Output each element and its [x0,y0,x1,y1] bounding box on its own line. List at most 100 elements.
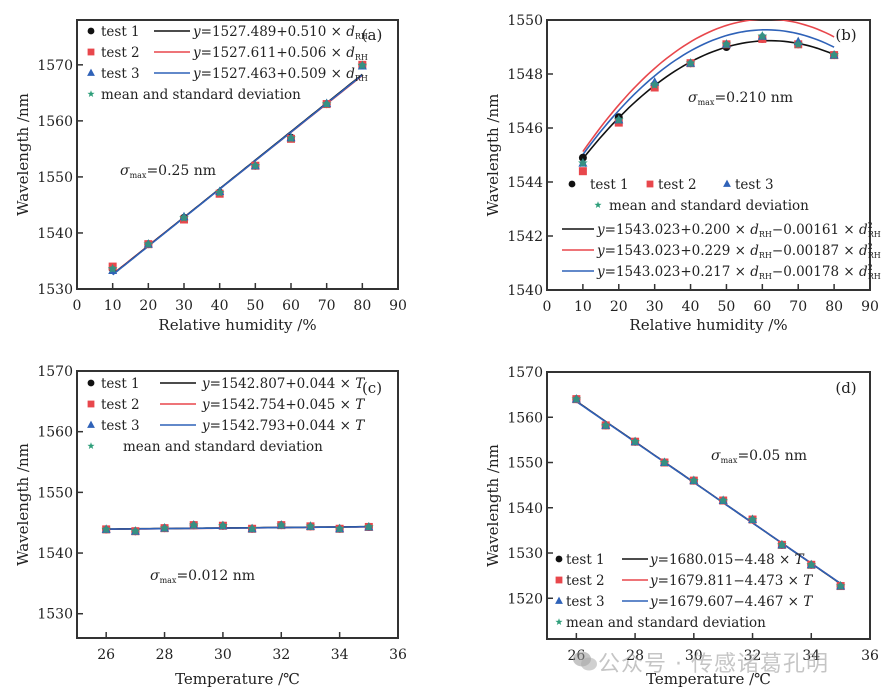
panel-tag: (c) [362,379,382,397]
y-tick-label: 1530 [37,607,73,623]
error-bar-marker [778,541,786,549]
error-bar-marker [837,582,844,590]
x-tick-label: 90 [861,299,879,315]
legend-label: test 2 [101,397,140,413]
fit-line-test-3 [106,525,369,530]
x-tick-label: 20 [610,299,628,315]
legend: test 1 y=1527.489+0.510 × dRH test 2 y=1527… [87,24,368,103]
x-tick-label: 40 [682,299,700,315]
legend-marker-test-2 [87,48,95,56]
error-bar-marker [323,100,330,108]
legend-label: test 1 [590,177,629,193]
x-tick-label: 26 [97,647,115,663]
legend-label: mean and standard deviation [101,87,301,103]
fit-equation: y=1527.463+0.509 × dRH [192,66,368,83]
y-tick-label: 1570 [37,58,73,74]
legend-marker-test-3 [555,596,563,604]
error-bar-marker [795,41,802,48]
error-bar-marker [687,60,694,67]
x-tick-label: 60 [753,299,771,315]
legend-label: test 1 [566,552,605,568]
y-tick-label: 1570 [37,364,73,380]
legend-label: test 1 [101,376,140,392]
fit-equation: y=1543.023+0.229 × dRH−0.00187 × d2 RH [596,242,881,260]
error-bar-marker [219,522,227,529]
y-tick-label: 1540 [507,283,543,299]
wechat-icon [573,651,597,671]
y-tick-label: 1542 [507,229,543,245]
x-tick-label: 30 [214,647,232,663]
legend-label: mean and standard deviation [609,198,809,214]
x-tick-label: 28 [156,647,174,663]
x-tick-label: 32 [272,647,290,663]
legend-marker-test-3 [723,179,731,187]
panel-tag: (b) [835,26,856,44]
sigma-max-annotation: σmax=0.25 nm [120,163,216,180]
sigma-max-annotation: σmax=0.05 nm [711,448,807,465]
y-tick-label: 1548 [507,67,543,83]
legend-label: test 2 [101,45,140,61]
x-tick-label: 34 [802,648,820,664]
fit-equation: y=1680.015−4.48 × T [649,552,805,568]
fit-equation: y=1679.607−4.467 × T [649,594,813,610]
y-tick-label: 1560 [37,425,73,441]
error-bar-marker [579,159,587,167]
y-tick-label: 1540 [37,226,73,242]
x-tick-label: 36 [389,647,407,663]
error-bar-marker [759,33,766,40]
legend: test 1 y=1542.807+0.044 × T test 2 y=1542.7… [87,376,365,455]
legend-label: test 1 [101,24,140,40]
error-bar-marker [248,525,256,532]
y-tick-label: 1570 [507,365,543,381]
x-tick-label: 70 [318,298,336,314]
fit-equation: y=1543.023+0.200 × dRH−0.00161 × d2 RH [596,221,881,239]
plot-frame [76,19,399,290]
error-bar-marker [365,523,373,531]
error-bar-marker [615,116,622,124]
error-bar-marker [651,81,658,89]
fit-line-test-3 [112,74,363,276]
y-tick-label: 1560 [507,410,543,426]
x-tick-label: 50 [718,299,736,315]
legend-label: test 3 [101,66,140,82]
legend-label: mean and standard deviation [566,615,766,631]
fit-line-test-2 [582,20,835,153]
x-tick-label: 80 [353,298,371,314]
error-bar-marker [602,422,609,429]
sigma-max-annotation: σmax=0.210 nm [688,90,793,107]
fit-equation: y=1542.754+0.045 × T [201,397,365,413]
fit-equation: y=1542.807+0.044 × T [201,376,365,392]
x-tick-label: 32 [744,648,762,664]
sigma-max-annotation: σmax=0.012 nm [150,568,255,585]
data-point-test-2 [578,167,587,176]
y-axis-label: Wavelength /nm [484,444,502,567]
x-tick-label: 10 [104,298,122,314]
y-tick-label: 1540 [37,546,73,562]
legend-marker-test-1 [87,27,95,35]
error-bar-marker [719,497,727,504]
y-tick-label: 1544 [507,175,543,191]
error-bar-marker [161,524,168,532]
y-tick-label: 1550 [37,485,73,501]
legend-label: test 3 [101,418,140,434]
plot-frame [546,371,871,640]
fit-line-test-1 [582,39,835,160]
legend-marker-test-3 [87,68,95,76]
y-tick-label: 1550 [507,456,543,472]
legend-label: test 2 [658,177,697,193]
y-tick-label: 1560 [37,114,73,130]
fit-line-test-3 [582,28,835,156]
x-tick-label: 90 [389,298,407,314]
y-tick-label: 1550 [507,13,543,29]
error-bar-marker [631,438,639,445]
x-tick-label: 80 [825,299,843,315]
error-bar-marker [180,214,188,222]
y-tick-label: 1530 [507,546,543,562]
x-tick-label: 34 [331,647,349,663]
error-bar-marker [252,162,259,169]
error-bar-marker [216,189,223,196]
legend-label: test 3 [566,594,605,610]
panel-d: 262830323436152015301540155015601570Temp… [484,365,879,688]
legend-marker-mean-and-standard-deviation [555,618,563,626]
